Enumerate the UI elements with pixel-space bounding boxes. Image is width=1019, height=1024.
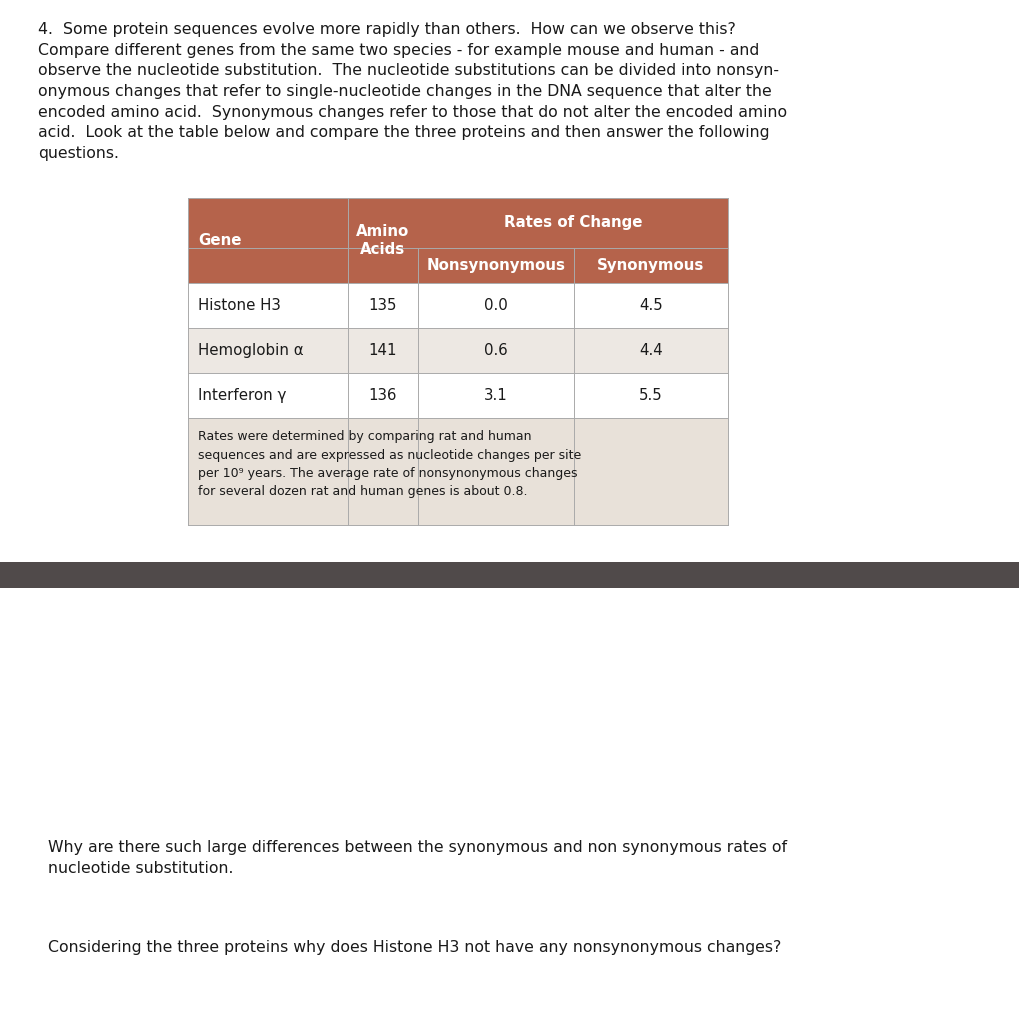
Text: Why are there such large differences between the synonymous and non synonymous r: Why are there such large differences bet…: [48, 840, 787, 876]
Text: 0.6: 0.6: [484, 343, 507, 358]
Text: 4.  Some protein sequences evolve more rapidly than others.  How can we observe : 4. Some protein sequences evolve more ra…: [38, 22, 787, 161]
Text: Gene: Gene: [198, 233, 242, 248]
FancyBboxPatch shape: [187, 418, 728, 525]
Text: 136: 136: [369, 388, 397, 403]
Text: Rates were determined by comparing rat and human
sequences and are expressed as : Rates were determined by comparing rat a…: [198, 430, 581, 499]
Text: Amino
Acids: Amino Acids: [357, 224, 410, 257]
FancyBboxPatch shape: [187, 198, 728, 283]
Text: 5.5: 5.5: [639, 388, 663, 403]
Text: 0.0: 0.0: [484, 298, 507, 313]
Text: Interferon γ: Interferon γ: [198, 388, 286, 403]
Text: Considering the three proteins why does Histone H3 not have any nonsynonymous ch: Considering the three proteins why does …: [48, 940, 782, 955]
FancyBboxPatch shape: [0, 562, 1019, 588]
Text: Nonsynonymous: Nonsynonymous: [427, 258, 566, 273]
Text: 135: 135: [369, 298, 397, 313]
Text: 3.1: 3.1: [484, 388, 507, 403]
FancyBboxPatch shape: [187, 283, 728, 328]
Text: 141: 141: [369, 343, 397, 358]
Text: Hemoglobin α: Hemoglobin α: [198, 343, 304, 358]
Text: 4.4: 4.4: [639, 343, 663, 358]
Text: Synonymous: Synonymous: [597, 258, 705, 273]
Text: Rates of Change: Rates of Change: [503, 215, 642, 230]
Text: 4.5: 4.5: [639, 298, 663, 313]
Text: Histone H3: Histone H3: [198, 298, 281, 313]
FancyBboxPatch shape: [187, 373, 728, 418]
FancyBboxPatch shape: [187, 328, 728, 373]
